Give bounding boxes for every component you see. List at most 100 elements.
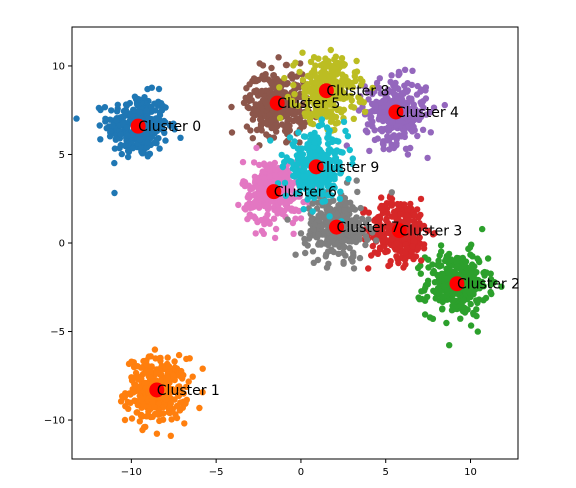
cluster-2-point: [439, 306, 446, 313]
cluster-2-point: [440, 293, 447, 300]
cluster-5-point: [258, 87, 266, 95]
cluster-4-point: [384, 86, 392, 93]
cluster-9-point: [324, 140, 332, 147]
cluster-8-point: [322, 55, 329, 62]
cluster-6-point: [274, 207, 281, 214]
cluster-5-point: [250, 105, 257, 113]
cluster-3-centroid-marker: [391, 223, 407, 239]
cluster-9-point: [314, 153, 321, 161]
cluster-8-point: [318, 108, 325, 115]
cluster-8-point: [351, 69, 359, 76]
cluster-9-point: [294, 160, 301, 167]
cluster-7-point: [343, 216, 350, 223]
cluster-1-point: [199, 365, 206, 372]
cluster-3-point: [407, 200, 414, 208]
cluster-1-point: [175, 383, 182, 391]
cluster-1-point: [183, 396, 190, 403]
cluster-4-point: [409, 67, 416, 75]
cluster-0-point: [141, 94, 148, 101]
cluster-5-point: [299, 101, 306, 108]
cluster-1-point: [169, 405, 176, 413]
cluster-3-point: [410, 222, 418, 229]
cluster-8-point: [299, 49, 306, 56]
cluster-3-point: [410, 253, 417, 260]
cluster-2-point: [453, 254, 461, 262]
cluster-1-point: [156, 354, 163, 362]
cluster-7-point: [310, 226, 317, 233]
cluster-1-point: [177, 399, 184, 406]
cluster-0-point: [114, 101, 122, 109]
cluster-9-point: [309, 208, 316, 215]
cluster-4-centroid-marker: [388, 104, 404, 120]
cluster-2-point: [429, 315, 437, 322]
cluster-7-point: [356, 227, 363, 234]
cluster-1-point: [167, 432, 174, 439]
cluster-2-point: [414, 264, 422, 272]
cluster-7-point: [333, 211, 341, 218]
x-tick-label: −5: [209, 467, 224, 478]
cluster-8-point: [310, 54, 318, 61]
cluster-5-point: [253, 126, 261, 134]
cluster-7-label: Cluster 7: [337, 220, 400, 236]
cluster-6-point: [280, 208, 288, 215]
cluster-9-point: [349, 160, 356, 168]
cluster-5-point: [248, 97, 255, 104]
cluster-2-point: [430, 267, 437, 275]
cluster-1-point: [148, 363, 155, 370]
cluster-1-point: [165, 363, 173, 370]
cluster-8-point: [357, 81, 365, 89]
cluster-8-label: Cluster 8: [326, 84, 389, 100]
cluster-1-point: [136, 418, 143, 425]
cluster-8-point: [324, 77, 331, 84]
cluster-9-point: [326, 176, 334, 184]
cluster-5-label: Cluster 5: [277, 96, 340, 112]
cluster-3-point: [374, 227, 381, 234]
cluster-4-point: [395, 97, 402, 104]
cluster-7-point: [322, 253, 329, 260]
cluster-2-point: [425, 264, 432, 271]
cluster-7-point: [362, 241, 369, 249]
cluster-1-point: [168, 416, 175, 423]
cluster-0-point: [134, 95, 142, 103]
cluster-0-point: [166, 122, 174, 129]
cluster-8-point: [323, 63, 330, 70]
cluster-4-point: [391, 85, 398, 92]
cluster-0-point: [160, 119, 168, 127]
cluster-0-point: [129, 145, 136, 152]
cluster-5-point: [247, 127, 254, 134]
cluster-8-point: [281, 74, 288, 82]
cluster-4-point: [386, 146, 393, 153]
cluster-5-point: [242, 94, 249, 102]
cluster-8-point: [304, 104, 311, 112]
cluster-6-point: [235, 201, 242, 209]
cluster-6-point: [297, 215, 305, 222]
cluster-2-point: [421, 287, 428, 294]
cluster-8-points: [276, 46, 376, 134]
cluster-9-point: [346, 146, 353, 154]
cluster-5-point: [256, 60, 263, 67]
cluster-8-point: [291, 91, 298, 98]
cluster-9-point: [291, 138, 298, 145]
cluster-2-point: [498, 283, 505, 290]
cluster-2-point: [473, 306, 480, 313]
cluster-6-label: Cluster 6: [274, 185, 337, 201]
cluster-0-point: [123, 124, 131, 131]
cluster-2-point: [445, 269, 452, 276]
cluster-2-point: [450, 297, 457, 304]
cluster-0-point: [136, 108, 143, 116]
cluster-8-point: [289, 101, 296, 108]
cluster-1-point: [132, 369, 140, 377]
cluster-8-point: [284, 93, 292, 101]
cluster-0-point: [146, 123, 153, 130]
cluster-0-point: [111, 145, 119, 152]
cluster-2-point: [484, 255, 492, 262]
cluster-8-point: [334, 59, 342, 67]
cluster-8-point: [331, 126, 338, 134]
cluster-0-point: [108, 107, 115, 114]
cluster-8-point: [300, 84, 308, 91]
cluster-7-point: [323, 264, 331, 271]
cluster-7-centroid-marker: [329, 219, 345, 235]
cluster-1-point: [199, 389, 206, 396]
cluster-3-point: [403, 245, 411, 252]
cluster-8-point: [350, 115, 357, 123]
